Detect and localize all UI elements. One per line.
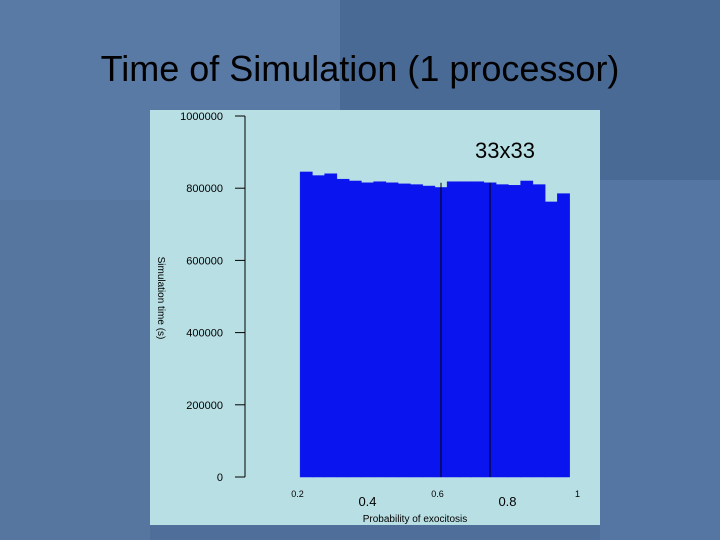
chart-annotation: 33x33 — [475, 138, 535, 163]
bar — [299, 171, 313, 478]
y-tick-label: 200000 — [186, 400, 223, 412]
bar — [336, 178, 350, 478]
y-tick-label: 600000 — [186, 255, 223, 267]
bar — [446, 181, 460, 478]
bar — [410, 184, 423, 478]
x-tick-label: 0.4 — [358, 494, 376, 509]
bar — [471, 181, 485, 478]
bar — [544, 201, 558, 478]
bar — [324, 173, 338, 478]
bar — [508, 185, 521, 478]
slide-title: Time of Simulation (1 processor) — [100, 48, 620, 89]
bar — [422, 185, 436, 478]
bar — [459, 181, 472, 478]
bar — [373, 181, 387, 478]
background-tile — [0, 200, 150, 540]
bar — [385, 182, 399, 478]
bar — [348, 180, 362, 478]
bar — [520, 180, 534, 478]
x-axis-label: Probability of exocitosis — [363, 514, 468, 525]
y-axis-label: Simulation time (s) — [155, 257, 166, 340]
y-tick-label: 800000 — [186, 183, 223, 195]
y-axis: 0 200000 400000 600000 800000 1000000 — [180, 111, 246, 484]
x-axis: 0.2 0.4 0.6 0.8 1 — [291, 489, 580, 509]
x-tick-label: 0.2 — [291, 489, 304, 499]
bar — [532, 184, 546, 478]
background-tile — [600, 180, 720, 540]
chart-panel: 0 200000 400000 600000 800000 1000000 0.2 0.4 0… — [150, 110, 600, 525]
x-tick-label: 1 — [575, 489, 580, 499]
bar — [397, 183, 411, 478]
y-tick-label: 400000 — [186, 328, 223, 340]
bar — [312, 175, 325, 478]
x-tick-label: 0.8 — [498, 494, 516, 509]
bar — [495, 184, 509, 478]
bars — [299, 171, 570, 478]
bar — [361, 182, 374, 478]
y-tick-label: 0 — [217, 472, 223, 484]
bar — [557, 193, 570, 478]
x-tick-label: 0.6 — [431, 489, 444, 499]
y-tick-label: 1000000 — [180, 111, 223, 123]
